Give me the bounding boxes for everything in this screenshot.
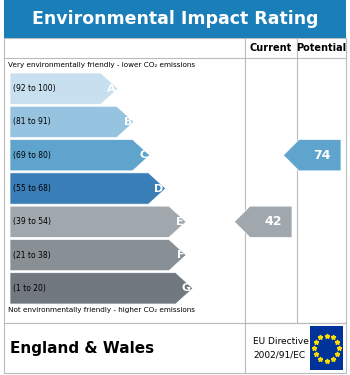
Text: (1 to 20): (1 to 20) xyxy=(13,284,46,293)
Text: EU Directive: EU Directive xyxy=(253,336,309,345)
Polygon shape xyxy=(10,173,166,204)
Text: (39 to 54): (39 to 54) xyxy=(13,217,51,226)
Text: B: B xyxy=(124,117,132,127)
Text: (21 to 38): (21 to 38) xyxy=(13,251,51,260)
Text: A: A xyxy=(107,84,116,94)
Text: F: F xyxy=(177,250,184,260)
Polygon shape xyxy=(10,273,193,304)
Text: (69 to 80): (69 to 80) xyxy=(13,151,51,160)
Text: Very environmentally friendly - lower CO₂ emissions: Very environmentally friendly - lower CO… xyxy=(8,62,195,68)
Polygon shape xyxy=(10,206,186,237)
Text: (92 to 100): (92 to 100) xyxy=(13,84,56,93)
Text: G: G xyxy=(182,284,191,293)
Bar xyxy=(310,326,343,370)
Text: (81 to 91): (81 to 91) xyxy=(13,117,51,126)
Polygon shape xyxy=(234,206,292,237)
Polygon shape xyxy=(10,106,134,138)
Polygon shape xyxy=(10,239,186,271)
Bar xyxy=(4,323,346,373)
Text: 74: 74 xyxy=(313,149,331,162)
Bar xyxy=(4,0,346,38)
Bar xyxy=(4,38,346,323)
Text: Current: Current xyxy=(250,43,292,53)
Text: (55 to 68): (55 to 68) xyxy=(13,184,51,193)
Text: England & Wales: England & Wales xyxy=(10,340,154,356)
Polygon shape xyxy=(284,140,341,171)
Polygon shape xyxy=(10,73,118,104)
Text: E: E xyxy=(176,217,184,227)
Text: Environmental Impact Rating: Environmental Impact Rating xyxy=(32,10,318,28)
Text: Not environmentally friendly - higher CO₂ emissions: Not environmentally friendly - higher CO… xyxy=(8,307,195,313)
Text: 42: 42 xyxy=(264,215,282,228)
Text: C: C xyxy=(140,150,148,160)
Text: Potential: Potential xyxy=(296,43,346,53)
Text: 2002/91/EC: 2002/91/EC xyxy=(253,351,305,360)
Polygon shape xyxy=(10,140,150,171)
Text: D: D xyxy=(154,183,164,194)
